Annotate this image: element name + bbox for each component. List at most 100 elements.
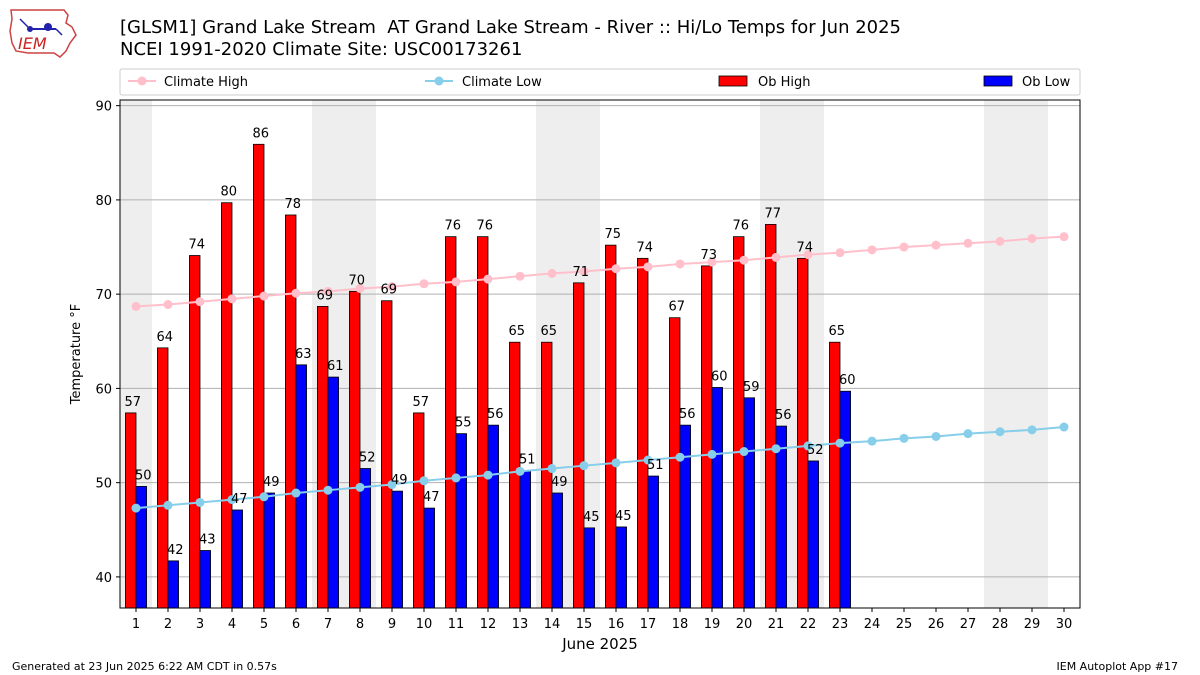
y-axis-label: Temperature °F xyxy=(69,304,84,405)
legend-item-ob-low: Ob Low xyxy=(983,75,1071,90)
y-tick-label-60: 60 xyxy=(95,382,112,397)
bars xyxy=(125,143,851,609)
x-tick-label-21: 21 xyxy=(768,617,785,632)
ob-high-label-4: 80 xyxy=(220,185,237,200)
ob-high-label-21: 77 xyxy=(764,206,781,221)
climate-high-point-17 xyxy=(643,262,653,272)
climate-high-point-27 xyxy=(963,238,973,248)
climate-low-point-8 xyxy=(355,482,365,492)
x-tick-label-3: 3 xyxy=(196,617,204,632)
x-tick-label-6: 6 xyxy=(292,617,300,632)
climate-high-point-5 xyxy=(259,291,269,301)
ob-low-bar-13 xyxy=(519,469,531,609)
climate-low-point-6 xyxy=(291,488,301,498)
ob-high-label-18: 67 xyxy=(668,300,685,315)
climate-high-point-13 xyxy=(515,271,525,281)
climate-high-line xyxy=(135,235,1065,308)
ob-high-label-8: 70 xyxy=(348,273,365,288)
ob-high-bar-18 xyxy=(669,317,681,609)
legend-climate-high-label: Climate High xyxy=(164,75,248,90)
plot-frame xyxy=(119,99,1081,609)
ob-high-label-22: 74 xyxy=(796,240,813,255)
ob-low-label-2: 42 xyxy=(167,543,184,558)
x-tick-label-11: 11 xyxy=(448,617,465,632)
ob-high-bar-2 xyxy=(157,347,169,609)
ob-high-label-6: 78 xyxy=(284,197,301,212)
ob-low-bar-11 xyxy=(455,433,467,609)
climate-high-point-20 xyxy=(739,255,749,265)
ob-low-bar-22 xyxy=(807,460,819,609)
x-tick-label-13: 13 xyxy=(512,617,529,632)
generated-timestamp: Generated at 23 Jun 2025 6:22 AM CDT in … xyxy=(12,660,277,673)
climate-low-point-29 xyxy=(1027,425,1037,435)
ob-high-bar-7 xyxy=(317,306,329,609)
climate-low-point-21 xyxy=(771,444,781,454)
x-tick-label-30: 30 xyxy=(1056,617,1073,632)
ob-low-label-18: 56 xyxy=(679,407,696,422)
ob-low-bar-9 xyxy=(391,490,403,609)
climate-low-point-11 xyxy=(451,473,461,483)
ob-high-bar-9 xyxy=(381,300,393,609)
ob-high-label-10: 57 xyxy=(412,395,429,410)
y-tick-label-50: 50 xyxy=(95,477,112,492)
ob-high-bar-6 xyxy=(285,214,297,609)
ob-low-label-22: 52 xyxy=(807,443,824,458)
ob-low-bar-21 xyxy=(775,425,787,609)
legend-ob-high-swatch xyxy=(718,75,748,87)
weekend-shade-5 xyxy=(984,100,1048,608)
x-tick-label-20: 20 xyxy=(736,617,753,632)
legend-climate-low-marker xyxy=(434,76,444,86)
climate-high-point-11 xyxy=(451,277,461,287)
ob-low-bar-23 xyxy=(839,390,851,609)
climate-high-point-28 xyxy=(995,236,1005,246)
ob-low-label-17: 51 xyxy=(647,458,664,473)
ob-low-bar-19 xyxy=(711,387,723,609)
climate-low-point-24 xyxy=(867,436,877,446)
ob-low-label-13: 51 xyxy=(519,452,536,467)
x-tick-label-12: 12 xyxy=(480,617,497,632)
climate-high-point-15 xyxy=(579,267,589,277)
x-tick-label-27: 27 xyxy=(960,617,977,632)
climate-low-point-25 xyxy=(899,433,909,443)
ob-low-label-8: 52 xyxy=(359,451,376,466)
climate-high-point-7 xyxy=(323,286,333,296)
ob-high-bar-10 xyxy=(413,412,425,609)
ob-high-label-23: 65 xyxy=(828,324,845,339)
ob-low-bar-4 xyxy=(231,509,243,609)
climate-low-point-26 xyxy=(931,431,941,441)
ob-high-bar-16 xyxy=(605,244,617,609)
logo-text: IEM xyxy=(18,34,47,53)
x-tick-label-15: 15 xyxy=(576,617,593,632)
climate-low-point-4 xyxy=(227,495,237,505)
climate-low-point-14 xyxy=(547,464,557,474)
ob-low-bar-18 xyxy=(679,424,691,609)
climate-low-point-3 xyxy=(195,497,205,507)
legend-item-ob-high: Ob High xyxy=(718,75,811,90)
climate-low-line xyxy=(135,426,1065,510)
climate-low-point-12 xyxy=(483,470,493,480)
legend-ob-low-swatch xyxy=(983,75,1013,87)
ob-high-label-1: 57 xyxy=(124,395,141,410)
x-tick-label-25: 25 xyxy=(896,617,913,632)
chart-title: [GLSM1] Grand Lake Stream AT Grand Lake … xyxy=(120,17,901,61)
climate-high-point-29 xyxy=(1027,234,1037,244)
x-axis-label: June 2025 xyxy=(561,635,638,653)
title-line-2: NCEI 1991-2020 Climate Site: USC00173261 xyxy=(120,39,523,60)
climate-high-point-25 xyxy=(899,242,909,252)
ob-high-label-17: 74 xyxy=(636,240,653,255)
ob-low-label-6: 63 xyxy=(295,347,312,362)
ob-high-label-2: 64 xyxy=(156,330,173,345)
x-tick-label-29: 29 xyxy=(1024,617,1041,632)
climate-low-point-10 xyxy=(419,476,429,486)
ob-high-label-16: 75 xyxy=(604,227,621,242)
ob-low-bar-10 xyxy=(423,507,435,609)
legend-ob-low-label: Ob Low xyxy=(1022,75,1071,90)
climate-high-point-6 xyxy=(291,288,301,298)
climate-high-point-22 xyxy=(803,250,813,260)
x-tick-label-2: 2 xyxy=(164,617,172,632)
ob-low-bar-3 xyxy=(199,550,211,609)
x-tick-label-26: 26 xyxy=(928,617,945,632)
climate-low-point-20 xyxy=(739,447,749,457)
